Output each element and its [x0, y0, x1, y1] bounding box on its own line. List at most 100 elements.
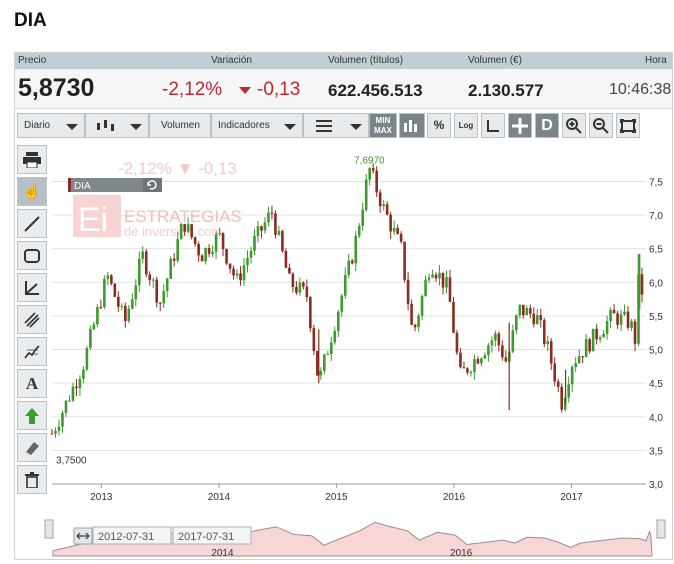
candle-body — [260, 226, 263, 231]
navigator-tick-label: 2016 — [450, 548, 473, 559]
candle-body — [78, 378, 82, 389]
rectangle-tool-button[interactable] — [17, 241, 47, 270]
y-tick-label: 5,0 — [649, 346, 663, 357]
candle-body — [350, 260, 354, 264]
fit-screen-button[interactable] — [616, 113, 640, 138]
candle-body — [616, 313, 619, 325]
hand-pointer-icon: ☝ — [22, 183, 42, 200]
candle-body — [518, 304, 522, 316]
candle-body — [124, 305, 127, 322]
candle-body — [162, 290, 166, 304]
candle-body — [605, 321, 609, 334]
candle-body — [200, 255, 204, 262]
change-percent: -2,12% — [162, 79, 223, 100]
candle-body — [364, 179, 368, 210]
candle-body — [130, 299, 134, 309]
candle-body — [389, 214, 392, 232]
text-icon: A — [25, 374, 39, 393]
candle-body — [371, 168, 375, 171]
candle-body — [476, 359, 480, 364]
max-annotation: 7,6970 — [354, 156, 385, 167]
percent-button[interactable]: % — [427, 113, 451, 138]
candle-body — [134, 285, 138, 300]
arrow-tool-button[interactable] — [17, 401, 47, 430]
menu-lines-icon — [316, 120, 332, 132]
candle-body — [539, 315, 543, 321]
candle-body — [155, 279, 159, 303]
indicators-dropdown[interactable]: Indicadores — [211, 113, 303, 138]
candle-body — [120, 305, 124, 307]
y-tick-label: 3,5 — [649, 446, 663, 457]
angle-tool-button[interactable] — [17, 273, 47, 302]
candle-body — [560, 386, 564, 410]
axes: 3,0 3,5 4,0 4,5 5,0 5,5 6,0 6,5 7,0 7,5 2013 2014 20… — [52, 177, 663, 503]
candle-body — [633, 321, 637, 344]
log-scale-button[interactable]: Log — [454, 113, 478, 138]
series-refresh-button[interactable] — [143, 178, 162, 192]
candle-body — [319, 370, 323, 376]
volume-label: Volumen — [161, 120, 200, 131]
eraser-tool-button[interactable] — [17, 433, 47, 462]
line-tool-button[interactable] — [17, 209, 47, 238]
x-tick-label: 2014 — [208, 492, 231, 503]
candle-body — [249, 250, 253, 258]
candle-body — [165, 278, 169, 291]
zoom-out-button[interactable] — [589, 113, 613, 138]
watermark: -2,12% ▼ -0,13 Ei ESTRATEGIAS de inversi… — [73, 159, 242, 239]
candle-body — [204, 248, 207, 262]
candle-body — [385, 204, 389, 215]
print-button[interactable] — [17, 145, 47, 174]
double-arrow-icon — [76, 532, 90, 540]
candle-body — [274, 213, 277, 235]
period-label: Diario — [24, 120, 51, 131]
candle-body — [158, 302, 162, 304]
candle-body — [490, 340, 494, 346]
chevron-down-icon — [130, 124, 142, 130]
navigator-end-input[interactable] — [172, 526, 252, 545]
candle-body — [626, 311, 630, 328]
candle-body — [176, 239, 179, 261]
text-tool-button[interactable]: A — [17, 369, 47, 398]
navigator-tick-label: 2014 — [211, 548, 234, 559]
data-button[interactable]: D — [535, 113, 559, 138]
period-dropdown[interactable]: Diario — [17, 113, 85, 138]
candle-body — [640, 274, 644, 295]
compare-button[interactable] — [399, 113, 425, 138]
navigator-start-input[interactable] — [92, 526, 172, 545]
navigator-right-handle[interactable] — [656, 519, 666, 539]
candle-body — [403, 241, 406, 280]
candle-body — [574, 363, 577, 367]
candle-body — [190, 224, 193, 238]
candle-body — [235, 273, 239, 276]
parallel-tool-button[interactable] — [17, 305, 47, 334]
candle-body — [92, 324, 96, 330]
candle-body — [598, 337, 602, 340]
candle-body — [563, 397, 567, 410]
indicators-label: Indicadores — [218, 120, 270, 131]
candle-body — [239, 273, 242, 281]
candle-body — [497, 333, 501, 346]
zoom-in-button[interactable] — [562, 113, 586, 138]
candle-body — [347, 260, 351, 275]
fibonacci-tool-button[interactable] — [17, 337, 47, 366]
minmax-button[interactable]: MIN MAX — [369, 113, 397, 138]
delete-tool-button[interactable] — [17, 465, 47, 494]
chart-type-dropdown[interactable] — [85, 113, 149, 138]
candle-body — [424, 279, 427, 297]
volume-button[interactable]: Volumen — [149, 113, 211, 138]
layout-dropdown[interactable] — [303, 113, 369, 138]
refresh-icon — [147, 180, 157, 190]
candle-body — [438, 272, 441, 279]
candle-body — [298, 282, 302, 293]
axis-button[interactable] — [481, 113, 505, 138]
candle-body — [441, 272, 445, 288]
candle-body — [609, 309, 612, 322]
crosshair-button[interactable] — [508, 113, 532, 138]
candle-body — [595, 328, 598, 340]
candle-body — [588, 339, 591, 352]
x-tick-label: 2013 — [90, 492, 113, 503]
candle-body — [323, 354, 326, 371]
navigator-left-handle[interactable] — [44, 519, 54, 539]
y-tick-label: 6,5 — [649, 245, 663, 256]
pointer-tool-button[interactable]: ☝ — [17, 177, 47, 206]
